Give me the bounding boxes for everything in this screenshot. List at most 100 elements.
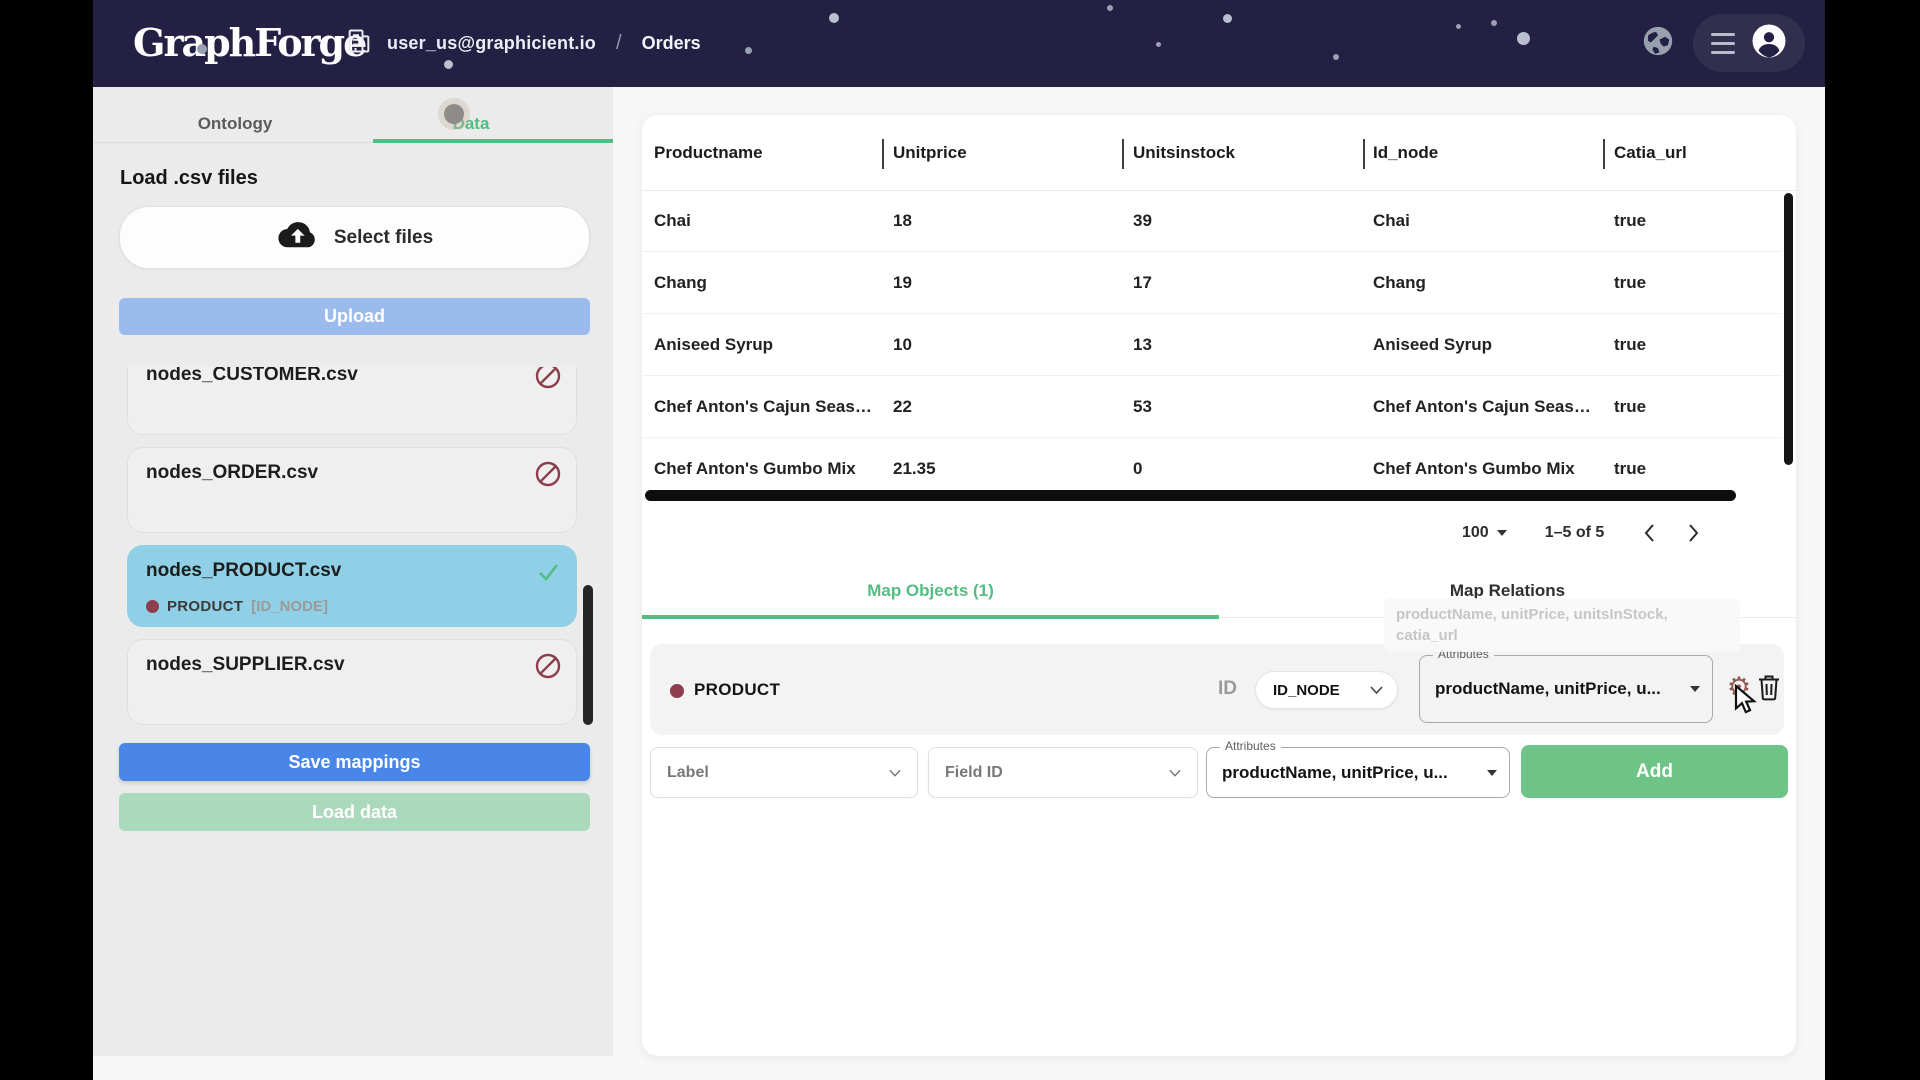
load-data-label: Load data (311, 801, 397, 822)
tab-data[interactable]: Data (452, 114, 490, 133)
attributes-select[interactable]: Attributes productName, unitPrice, u... (1206, 739, 1510, 798)
table-vertical-scrollbar[interactable] (1784, 193, 1793, 465)
table-row[interactable]: Chef Anton's Gumbo Mix 21.35 0 Chef Anto… (642, 438, 1782, 500)
id-field-value: ID_NODE (1273, 681, 1340, 699)
cell: Chang (654, 273, 707, 292)
attributes-tooltip: productName, unitPrice, unitsInStock, ca… (1384, 598, 1740, 652)
previous-page-button[interactable] (1632, 516, 1666, 550)
map-tab-divider (642, 617, 1796, 618)
file-name: nodes_CUSTOMER.csv (146, 367, 358, 385)
save-mappings-button[interactable]: Save mappings (119, 743, 590, 781)
cell: true (1614, 211, 1647, 230)
chevron-down-icon (1487, 769, 1497, 776)
chevron-down-icon (1496, 530, 1507, 536)
file-list-scrollbar[interactable] (583, 585, 593, 725)
upload-button[interactable]: Upload (119, 298, 590, 335)
star-dot (1107, 5, 1113, 11)
cell: 0 (1133, 459, 1143, 478)
app-logo: GraphForge (133, 20, 367, 65)
page-size-select[interactable]: 100 (1462, 524, 1507, 542)
file-item-order[interactable]: nodes_ORDER.csv (127, 447, 577, 533)
cell: Chai (654, 211, 691, 230)
attributes-select[interactable]: Attributes productName, unitPrice, u... (1419, 647, 1713, 723)
cell: Chef Anton's Gumbo Mix (654, 459, 856, 478)
file-item-supplier[interactable]: nodes_SUPPLIER.csv (127, 639, 577, 725)
id-field-select[interactable]: ID_NODE (1255, 671, 1398, 709)
cell: true (1614, 273, 1647, 292)
star-dot (444, 60, 453, 69)
avatar[interactable] (1751, 23, 1787, 64)
breadcrumb: user_us@graphicient.io / Orders (345, 0, 701, 87)
hamburger-menu-icon[interactable] (1711, 32, 1735, 54)
mouse-cursor (1734, 683, 1760, 714)
cell: 53 (1133, 397, 1152, 416)
cell: Chang (1373, 273, 1426, 292)
star-dot (1517, 32, 1530, 45)
trash-icon[interactable] (1757, 674, 1783, 702)
load-data-button[interactable]: Load data (119, 793, 590, 831)
column-header[interactable]: Catia_url (1614, 142, 1687, 162)
globe-icon[interactable] (1641, 24, 1675, 63)
field-id-placeholder: Field ID (945, 763, 1003, 781)
table-row[interactable]: Chai 18 39 Chai true (642, 190, 1782, 252)
cell: Chef Anton's Cajun Seas… (1373, 397, 1591, 416)
column-separator (1363, 139, 1365, 169)
organization-icon (345, 27, 373, 60)
check-icon (534, 558, 562, 586)
blocked-icon (534, 460, 562, 488)
field-id-select[interactable]: Field ID (928, 747, 1198, 798)
cell: Aniseed Syrup (654, 335, 774, 354)
tab-map-relations[interactable]: Map Relations (1449, 581, 1566, 600)
app-header: GraphForge user_us@graphicien (93, 0, 1825, 87)
file-item-customer[interactable]: nodes_CUSTOMER.csv (127, 367, 577, 435)
mapping-label: PRODUCT (167, 598, 244, 615)
breadcrumb-account[interactable]: user_us@graphicient.io (387, 33, 597, 53)
blocked-icon (534, 367, 562, 390)
pagination-range: 1–5 of 5 (1544, 524, 1605, 541)
tab-map-objects[interactable]: Map Objects (1) (867, 581, 994, 600)
breadcrumb-page[interactable]: Orders (641, 33, 701, 53)
select-files-button[interactable]: Select files (119, 206, 590, 269)
cell: 13 (1133, 335, 1152, 354)
column-header[interactable]: Productname (654, 142, 763, 162)
id-label: ID (1218, 678, 1237, 699)
attributes-value: productName, unitPrice, u... (1222, 762, 1448, 782)
file-item-product[interactable]: nodes_PRODUCT.csv PRODUCT [ID_NODE] (127, 545, 577, 627)
cell: true (1614, 397, 1647, 416)
tab-ontology[interactable]: Ontology (197, 114, 273, 133)
star-dot (829, 13, 839, 23)
select-files-label: Select files (333, 226, 434, 248)
label-select[interactable]: Label (650, 747, 918, 798)
account-menu[interactable] (1693, 14, 1805, 72)
star-dot (745, 47, 752, 54)
star-dot (1156, 42, 1161, 47)
table-row[interactable]: Chang 19 17 Chang true (642, 252, 1782, 314)
click-indicator-dot (444, 104, 464, 124)
file-mapping: PRODUCT [ID_NODE] (146, 598, 558, 615)
cell: 10 (893, 335, 912, 354)
table-horizontal-scrollbar[interactable] (645, 490, 1736, 501)
header-divider (642, 190, 1796, 191)
mapping-id: [ID_NODE] (251, 598, 328, 615)
product-label: PRODUCT (694, 680, 781, 699)
table-row[interactable]: Chef Anton's Cajun Seas… 22 53 Chef Anto… (642, 376, 1782, 438)
star-dot (1491, 20, 1497, 26)
column-header[interactable]: Unitprice (893, 142, 967, 162)
header-actions (1641, 13, 1805, 73)
star-dot (1456, 24, 1461, 29)
pagination: 100 1–5 of 5 (1462, 513, 1792, 553)
file-name: nodes_ORDER.csv (146, 462, 319, 483)
column-header[interactable]: Id_node (1373, 142, 1439, 162)
column-header[interactable]: Unitsinstock (1133, 142, 1236, 162)
next-page-button[interactable] (1676, 516, 1710, 550)
cell: Chef Anton's Gumbo Mix (1373, 459, 1575, 478)
attributes-value: productName, unitPrice, u... (1435, 679, 1661, 698)
cell: Aniseed Syrup (1373, 335, 1493, 354)
add-button[interactable]: Add (1521, 745, 1788, 798)
cell: Chef Anton's Cajun Seas… (654, 397, 872, 416)
cell: Chai (1373, 211, 1410, 230)
cell: 19 (893, 273, 912, 292)
product-mapping-row: PRODUCT ID ID_NODE Attributes productNam… (650, 644, 1784, 735)
app-window: GraphForge user_us@graphicien (93, 0, 1825, 1080)
table-row[interactable]: Aniseed Syrup 10 13 Aniseed Syrup true (642, 314, 1782, 376)
